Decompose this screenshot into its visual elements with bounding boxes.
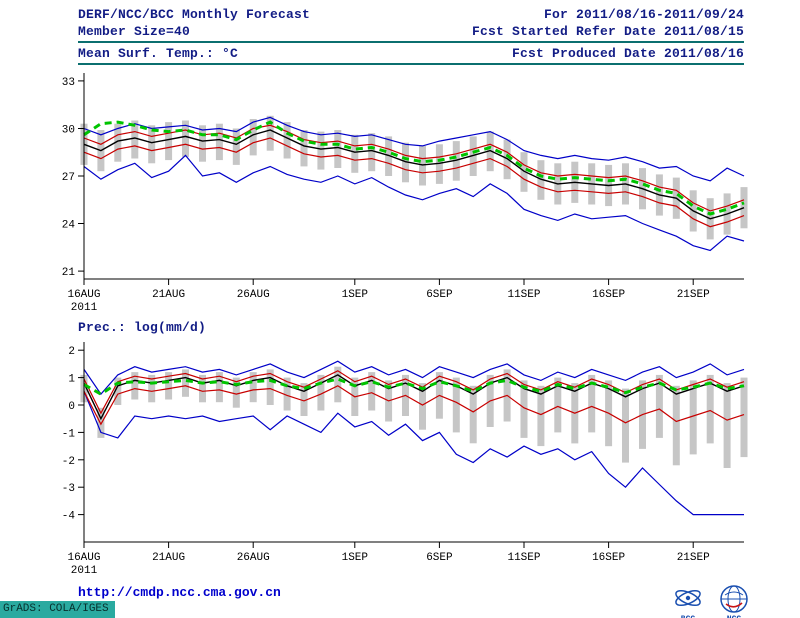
svg-text:21: 21 — [62, 267, 76, 279]
produced-date: Fcst Produced Date 2011/08/16 — [511, 46, 744, 61]
cmdp-url-link[interactable]: http://cmdp.ncc.cma.gov.cn — [78, 585, 281, 600]
svg-text:1SEP: 1SEP — [342, 552, 369, 564]
svg-text:11SEP: 11SEP — [507, 289, 540, 301]
ncc-emblem-icon — [720, 585, 748, 613]
svg-text:2011: 2011 — [71, 302, 98, 313]
ncc-logo: NCC — [718, 585, 750, 618]
svg-text:6SEP: 6SEP — [426, 552, 453, 564]
svg-text:24: 24 — [62, 220, 76, 232]
temperature-chart-title: Mean Surf. Temp.: °C — [78, 46, 239, 61]
precipitation-chart: 2 1 0 -1 -2 -3 -4 16AUG 21AUG 26AUG 1SEP 6SEP 11SEP 1… — [62, 342, 748, 577]
svg-text:21SEP: 21SEP — [677, 289, 710, 301]
svg-text:26AUG: 26AUG — [237, 289, 270, 301]
svg-text:16SEP: 16SEP — [592, 552, 625, 564]
precipitation-chart-wrap: 2 1 0 -1 -2 -3 -4 16AUG 21AUG 26AUG 1SEP 6SEP 11SEP 1… — [36, 336, 800, 581]
member-size: Member Size=40 — [78, 24, 191, 39]
svg-text:-3: -3 — [62, 483, 75, 495]
grads-stamp: GrADS: COLA/IGES — [0, 601, 115, 618]
temperature-chart-wrap: 21 24 27 30 33 16AUG 21AUG 26AUG 1SEP 6SEP 11SEP 16… — [36, 67, 800, 318]
svg-text:1: 1 — [68, 374, 75, 386]
svg-text:-4: -4 — [62, 511, 76, 523]
temperature-chart: 21 24 27 30 33 16AUG 21AUG 26AUG 1SEP 6SEP 11SEP 16… — [62, 73, 748, 314]
svg-text:21SEP: 21SEP — [677, 552, 710, 564]
svg-text:0: 0 — [68, 401, 75, 413]
bcc-logo: BCC — [672, 585, 704, 618]
header-row-2: Member Size=40 Fcst Started Refer Date 2… — [78, 23, 744, 43]
header-row-1: DERF/NCC/BCC Monthly Forecast For 2011/0… — [78, 6, 744, 23]
precipitation-chart-title: Prec.: log(mm/d) — [78, 320, 207, 335]
refer-date: Fcst Started Refer Date 2011/08/15 — [471, 24, 744, 39]
svg-text:21AUG: 21AUG — [152, 289, 185, 301]
svg-text:11SEP: 11SEP — [507, 552, 540, 564]
svg-text:26AUG: 26AUG — [237, 552, 270, 564]
page-title: DERF/NCC/BCC Monthly Forecast — [78, 7, 311, 22]
svg-text:21AUG: 21AUG — [152, 552, 185, 564]
header-row-3: Mean Surf. Temp.: °C Fcst Produced Date … — [78, 45, 744, 65]
footer: http://cmdp.ncc.cma.gov.cn BCC NCC — [0, 585, 800, 618]
bcc-logo-label: BCC — [681, 615, 695, 618]
svg-text:30: 30 — [62, 125, 75, 137]
svg-text:1SEP: 1SEP — [342, 289, 369, 301]
ncc-logo-label: NCC — [727, 615, 741, 618]
logos: BCC NCC — [672, 585, 750, 618]
svg-text:27: 27 — [62, 172, 75, 184]
svg-text:6SEP: 6SEP — [426, 289, 453, 301]
header: DERF/NCC/BCC Monthly Forecast For 2011/0… — [0, 0, 800, 65]
svg-text:16AUG: 16AUG — [67, 552, 100, 564]
svg-text:33: 33 — [62, 77, 75, 89]
forecast-range: For 2011/08/16-2011/09/24 — [543, 7, 744, 22]
svg-text:16AUG: 16AUG — [67, 289, 100, 301]
bcc-emblem-icon — [675, 589, 701, 607]
svg-text:-2: -2 — [62, 456, 75, 468]
svg-text:2: 2 — [68, 346, 75, 358]
svg-text:16SEP: 16SEP — [592, 289, 625, 301]
svg-text:-1: -1 — [62, 428, 76, 440]
svg-text:2011: 2011 — [71, 565, 98, 576]
